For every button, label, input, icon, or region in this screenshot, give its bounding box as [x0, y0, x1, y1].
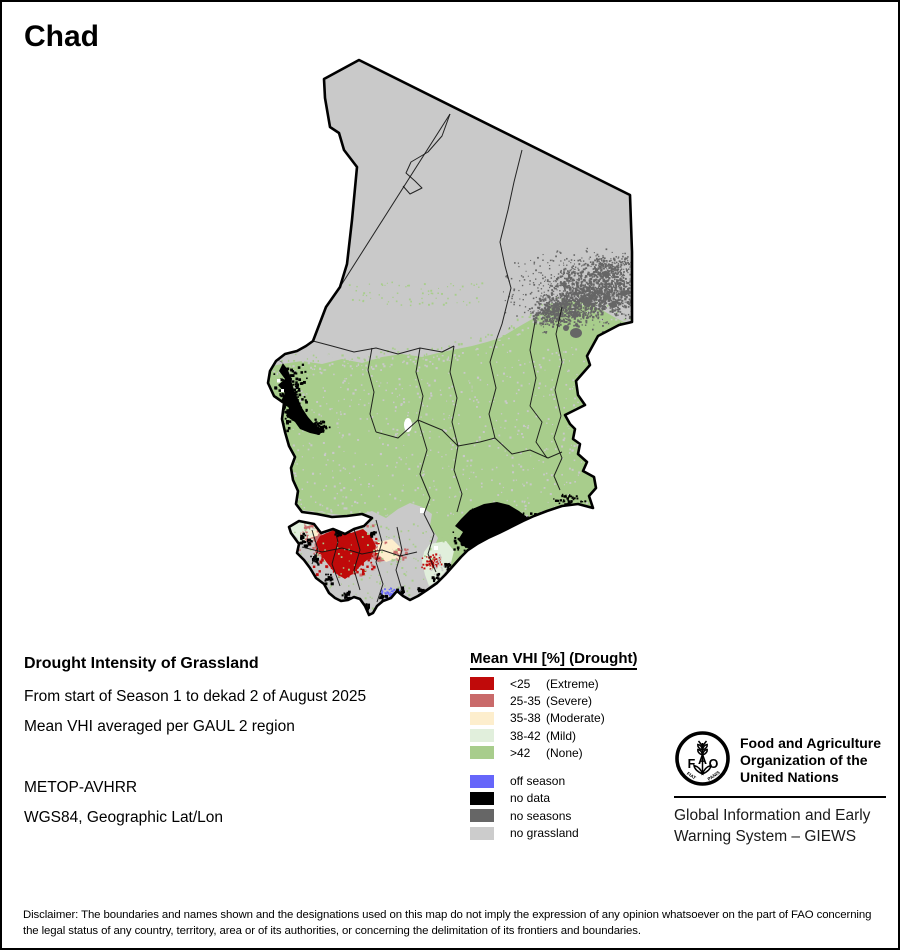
legend-label: (Severe): [546, 693, 593, 708]
legend-label: (Mild): [546, 728, 576, 743]
legend-title: Mean VHI [%] (Drought): [470, 650, 638, 670]
legend-swatch-moderate: [470, 711, 494, 725]
legend-value: 38-42: [510, 728, 541, 743]
legend-row: <25 (Extreme): [470, 675, 670, 692]
legend-label: (None): [546, 745, 583, 760]
fao-logo-icon: F A O FIAT PANIS: [675, 731, 730, 786]
legend-swatch-severe: [470, 694, 494, 708]
legend-row: 38-42 (Mild): [470, 727, 670, 744]
divider: [674, 796, 886, 798]
page-title: Chad: [24, 20, 99, 53]
fao-block: F A O FIAT PANIS Food and Agriculture Or…: [674, 730, 890, 847]
projection-label: WGS84, Geographic Lat/Lon: [24, 809, 224, 826]
legend-row: 25-35 (Severe): [470, 692, 670, 709]
fao-motto: FIAT: [686, 771, 697, 781]
legend-swatch-none: [470, 746, 494, 760]
legend-row: no data: [470, 790, 670, 807]
sensor-label: METOP-AVHRR: [24, 779, 138, 796]
fao-letter: O: [709, 757, 719, 771]
legend-label: no data: [510, 791, 551, 806]
legend-swatch-mild: [470, 729, 494, 743]
legend-value: >42: [510, 745, 531, 760]
giews-label: Global Information and Early Warning Sys…: [674, 807, 871, 845]
legend-label: (Moderate): [546, 711, 605, 726]
period-label: From start of Season 1 to dekad 2 of Aug…: [24, 688, 367, 705]
legend-value: 25-35: [510, 693, 541, 708]
legend-swatch-no-data: [470, 791, 494, 805]
legend-row: off season: [470, 772, 670, 789]
legend-value: <25: [510, 676, 531, 691]
fao-letter: F: [688, 757, 696, 771]
legend-swatch-off-season: [470, 774, 494, 788]
legend-swatch-no-seasons: [470, 809, 494, 823]
legend-label: no grassland: [510, 826, 579, 841]
aggregation-label: Mean VHI averaged per GAUL 2 region: [24, 718, 295, 735]
legend: Mean VHI [%] (Drought) <25 (Extreme) 25-…: [470, 650, 670, 842]
disclaimer-text: Disclaimer: The boundaries and names sho…: [23, 909, 872, 937]
legend-label: no seasons: [510, 808, 572, 823]
legend-swatch-no-grassland: [470, 826, 494, 840]
legend-label: off season: [510, 774, 566, 789]
legend-row: no seasons: [470, 807, 670, 824]
legend-value: 35-38: [510, 711, 541, 726]
map-subtitle: Drought Intensity of Grassland: [24, 655, 259, 672]
fao-letter: A: [698, 753, 707, 767]
legend-row: no grassland: [470, 824, 670, 841]
legend-swatch-extreme: [470, 677, 494, 691]
legend-row: 35-38 (Moderate): [470, 710, 670, 727]
fao-motto: PANIS: [707, 770, 721, 782]
legend-label: (Extreme): [546, 676, 599, 691]
legend-row: >42 (None): [470, 744, 670, 761]
fao-name: Food and Agriculture Organization of the…: [740, 735, 882, 785]
